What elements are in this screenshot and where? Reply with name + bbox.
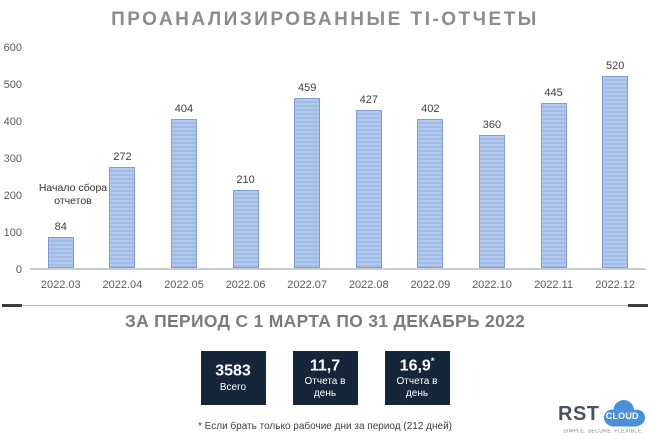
bar-column: 84 — [30, 46, 92, 268]
cloud-shape — [603, 400, 645, 427]
rst-cloud-logo: RST CLOUD SIMPLE. SECURE. FLEXIBLE. — [558, 399, 645, 435]
bar-value-label: 520 — [605, 60, 625, 72]
stat-value: 3583 — [215, 362, 251, 380]
x-tick-label: 2022.07 — [287, 279, 328, 291]
stat-number: 16,9 — [399, 356, 431, 374]
bar-chart: 0 100 200 300 400 500 600 Начало сбора отчетов… — [0, 42, 650, 298]
chart-annotation: Начало сбора отчетов — [38, 182, 108, 208]
x-tick-label: 2022.10 — [472, 279, 512, 291]
y-axis: 0 100 200 300 400 500 600 — [0, 42, 26, 276]
x-tick-label: 2022.06 — [225, 279, 266, 291]
stat-box-total: 3583 Всего — [200, 351, 266, 405]
bar — [294, 98, 321, 268]
stat-label: Отчета в день — [396, 376, 438, 399]
y-tick-label: 300 — [3, 153, 22, 165]
bar-column: 404 — [153, 46, 215, 268]
y-tick-label: 500 — [3, 79, 22, 91]
x-tick-label: 2022.12 — [595, 279, 636, 291]
bar-column: 210 — [215, 46, 277, 268]
x-tick-label: 2022.03 — [40, 279, 81, 291]
bar — [417, 119, 444, 268]
y-tick-label: 100 — [3, 227, 22, 239]
y-tick-label: 0 — [15, 264, 22, 276]
bar-column: 360 — [461, 46, 523, 268]
section-divider — [2, 304, 648, 307]
chart-title: ПРОАНАЛИЗИРОВАННЫЕ TI-ОТЧЕТЫ — [111, 9, 539, 30]
stat-box-per-day: 11,7 Отчета в день — [292, 351, 358, 405]
stat-number: 3583 — [215, 362, 251, 380]
x-axis-labels: 2022.03 2022.04 2022.05 2022.06 2022.07 2022.… — [30, 279, 646, 291]
bar-value-label: 445 — [544, 87, 563, 99]
x-tick-label: 2022.11 — [534, 279, 574, 291]
bar-value-label: 210 — [236, 174, 255, 186]
cloud-icon: CLOUD — [601, 399, 645, 429]
y-tick-label: 400 — [3, 116, 22, 128]
plot-area: Начало сбора отчетов 84 272 404 210 459 427 40… — [30, 46, 646, 270]
divider-line — [22, 305, 628, 306]
bar — [478, 135, 505, 268]
stat-value: 16,9* — [399, 355, 435, 375]
divider-right-cap — [628, 304, 648, 307]
bar-column: 520 — [584, 46, 646, 268]
bar-column: 459 — [276, 46, 338, 268]
logo-row: RST CLOUD — [558, 399, 645, 429]
bar — [47, 237, 74, 268]
bar — [602, 76, 629, 268]
stats-row: 3583 Всего 11,7 Отчета в день 16,9* Отче… — [0, 351, 650, 405]
bar-value-label: 459 — [297, 82, 317, 94]
x-tick-label: 2022.04 — [102, 279, 143, 291]
bar — [109, 167, 136, 268]
x-tick-label: 2022.09 — [410, 279, 451, 291]
stat-asterisk: * — [430, 355, 435, 366]
x-tick-label: 2022.05 — [164, 279, 204, 291]
y-tick-label: 200 — [3, 190, 22, 202]
bar-value-label: 427 — [359, 94, 378, 106]
bar-value-label: 84 — [54, 221, 67, 233]
stat-value: 11,7 — [310, 357, 340, 375]
stat-box-per-workday: 16,9* Отчета в день — [384, 351, 450, 405]
bar — [540, 103, 567, 268]
bar-value-label: 360 — [482, 119, 502, 131]
bar-column: 272 — [92, 46, 154, 268]
bar — [170, 119, 197, 268]
bar-value-label: 272 — [113, 151, 132, 163]
footnote: * Если брать только рабочие дни за перио… — [198, 421, 452, 432]
stat-label: Всего — [219, 382, 247, 394]
bar-column: 402 — [400, 46, 462, 268]
stat-number: 11,7 — [309, 356, 341, 374]
logo-tagline: SIMPLE. SECURE. FLEXIBLE. — [563, 429, 644, 435]
y-tick-label: 600 — [3, 42, 22, 54]
bar — [355, 110, 382, 268]
bar-column: 445 — [523, 46, 585, 268]
x-tick-label: 2022.08 — [348, 279, 389, 291]
divider-left-cap — [2, 304, 22, 307]
bar-value-label: 402 — [421, 103, 440, 115]
bar — [232, 190, 259, 268]
bar-column: 427 — [338, 46, 400, 268]
period-heading: ЗА ПЕРИОД С 1 МАРТА ПО 31 ДЕКАБРЬ 2022 — [124, 311, 526, 331]
logo-text-rst: RST — [558, 402, 600, 425]
logo-text-cloud: CLOUD — [605, 411, 639, 421]
stat-label: Отчета в день — [304, 376, 346, 399]
bar-value-label: 404 — [174, 103, 194, 115]
